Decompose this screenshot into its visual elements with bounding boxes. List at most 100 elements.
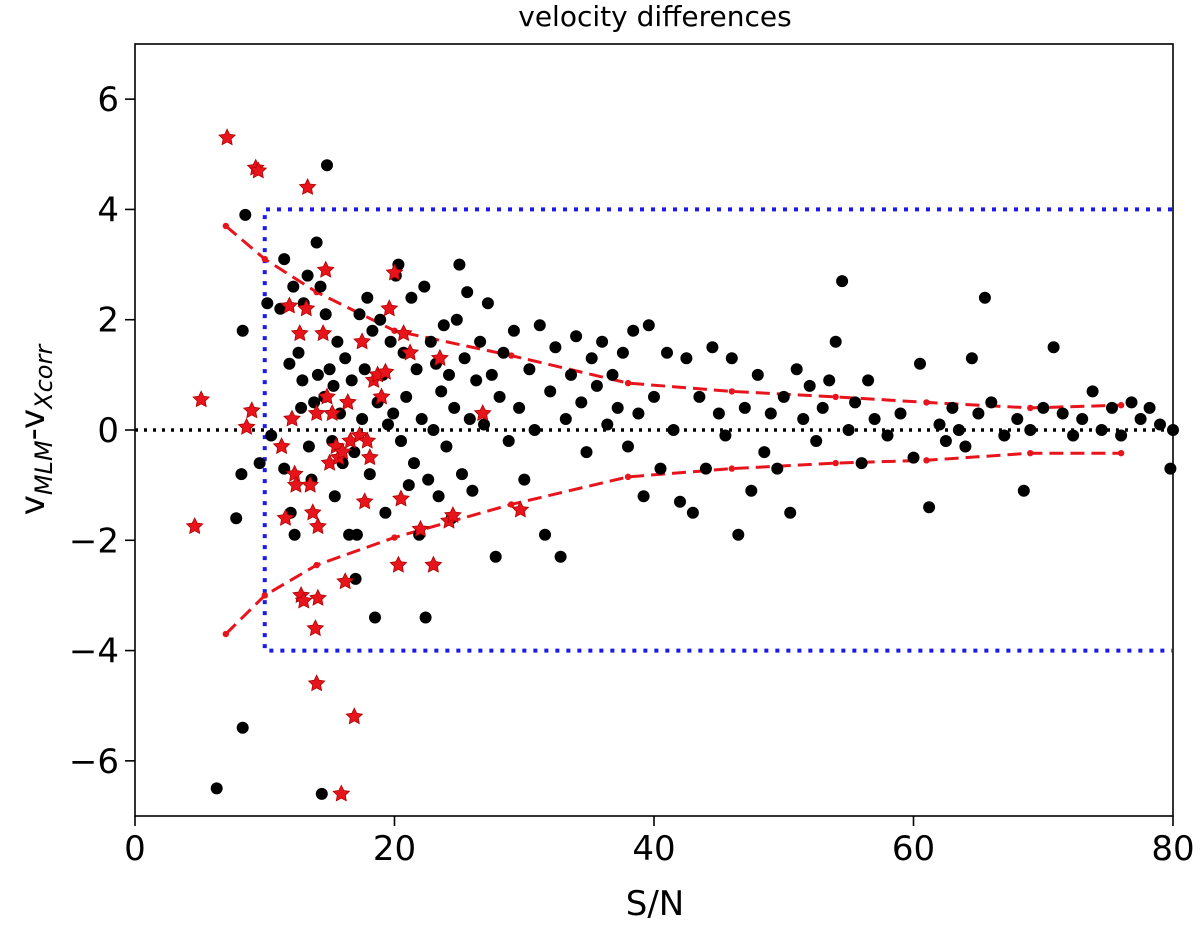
data-point — [489, 550, 502, 563]
plot-area — [135, 128, 1179, 802]
data-point — [1047, 341, 1060, 354]
flagged-point-star — [323, 404, 342, 422]
envelope-lower-node — [832, 459, 839, 467]
data-point — [797, 413, 810, 425]
envelope-lower-node — [508, 501, 515, 508]
data-point — [544, 385, 557, 398]
data-point — [959, 440, 972, 453]
flagged-point-star — [297, 299, 316, 317]
data-point — [236, 721, 249, 734]
data-point — [985, 396, 998, 409]
flagged-point-star — [385, 263, 404, 281]
data-point — [712, 407, 725, 420]
data-point — [253, 457, 266, 470]
data-point — [933, 418, 946, 431]
data-point — [437, 319, 450, 332]
data-point — [590, 379, 603, 392]
data-point — [533, 319, 546, 332]
y-tick-label: 0 — [97, 411, 119, 451]
y-tick-label: −4 — [69, 632, 119, 672]
flagged-point-star — [380, 299, 399, 317]
data-point — [637, 490, 650, 503]
data-point — [758, 446, 771, 459]
data-point — [261, 297, 274, 310]
y-tick-label: −6 — [69, 742, 119, 782]
data-point — [1017, 484, 1030, 497]
data-point — [570, 330, 583, 343]
flagged-point-star — [389, 555, 408, 573]
data-point — [408, 457, 420, 470]
data-point — [745, 484, 758, 497]
data-point — [667, 424, 680, 436]
data-point — [1095, 424, 1108, 436]
data-point — [518, 473, 531, 486]
flagged-point-star — [290, 324, 309, 342]
data-point — [419, 611, 432, 624]
data-point — [353, 308, 366, 321]
flagged-point-star — [443, 506, 462, 524]
data-point — [777, 390, 790, 403]
data-point — [894, 407, 907, 420]
x-tick-label: 20 — [373, 829, 416, 869]
data-point — [784, 506, 797, 519]
envelope-lower-line — [224, 451, 1122, 636]
data-point — [461, 286, 474, 299]
selection-box — [262, 207, 1172, 653]
data-point — [881, 429, 894, 442]
data-point — [738, 401, 751, 414]
data-point — [349, 572, 362, 585]
envelope-upper-node — [832, 393, 839, 401]
data-point — [422, 473, 435, 486]
data-point — [575, 396, 588, 409]
x-tick-label: 40 — [632, 829, 675, 869]
data-point — [287, 280, 300, 293]
envelope-upper-node — [624, 379, 632, 387]
data-point — [699, 462, 712, 475]
flagged-point-star — [338, 392, 357, 411]
envelope-upper-node — [261, 255, 268, 263]
measurement-points — [210, 159, 1179, 800]
envelope-lower-node — [728, 465, 736, 472]
data-point — [706, 341, 719, 354]
data-point — [855, 457, 868, 470]
data-point — [810, 435, 823, 447]
data-point — [374, 313, 387, 326]
data-point — [418, 280, 431, 293]
data-point — [751, 368, 764, 381]
envelope-upper-node — [508, 352, 515, 359]
data-point — [478, 418, 490, 431]
data-point — [554, 550, 567, 563]
data-point — [427, 424, 440, 436]
data-point — [450, 313, 463, 326]
flagged-point-star — [309, 517, 327, 535]
flagged-point-star — [272, 437, 291, 455]
flagged-point-star — [333, 442, 352, 460]
data-point — [502, 435, 515, 447]
flagged-point-star — [307, 404, 326, 422]
y-label-separator: -v — [13, 409, 53, 440]
data-point — [236, 324, 249, 337]
data-point — [358, 363, 371, 376]
flagged-point-star — [294, 591, 313, 609]
flagged-point-star — [394, 324, 413, 342]
envelope-upper-node — [1027, 404, 1034, 412]
data-point — [308, 396, 321, 409]
data-point — [790, 363, 803, 376]
flagged-point-star — [276, 508, 295, 526]
data-point — [448, 401, 461, 414]
data-point — [432, 490, 445, 503]
data-point — [513, 401, 526, 414]
data-point — [366, 324, 379, 337]
data-point — [400, 390, 413, 403]
data-point — [210, 782, 223, 795]
data-point — [1024, 424, 1037, 436]
envelope-lower-node — [313, 561, 320, 569]
data-point — [350, 528, 363, 541]
y-label-base-v1: v — [13, 495, 53, 515]
flagged-point-star — [392, 489, 410, 507]
flagged-point-star — [345, 707, 364, 725]
x-tick-label: 60 — [892, 829, 935, 869]
flagged-point-star — [237, 417, 256, 435]
data-point — [849, 396, 862, 409]
data-point — [907, 451, 920, 464]
